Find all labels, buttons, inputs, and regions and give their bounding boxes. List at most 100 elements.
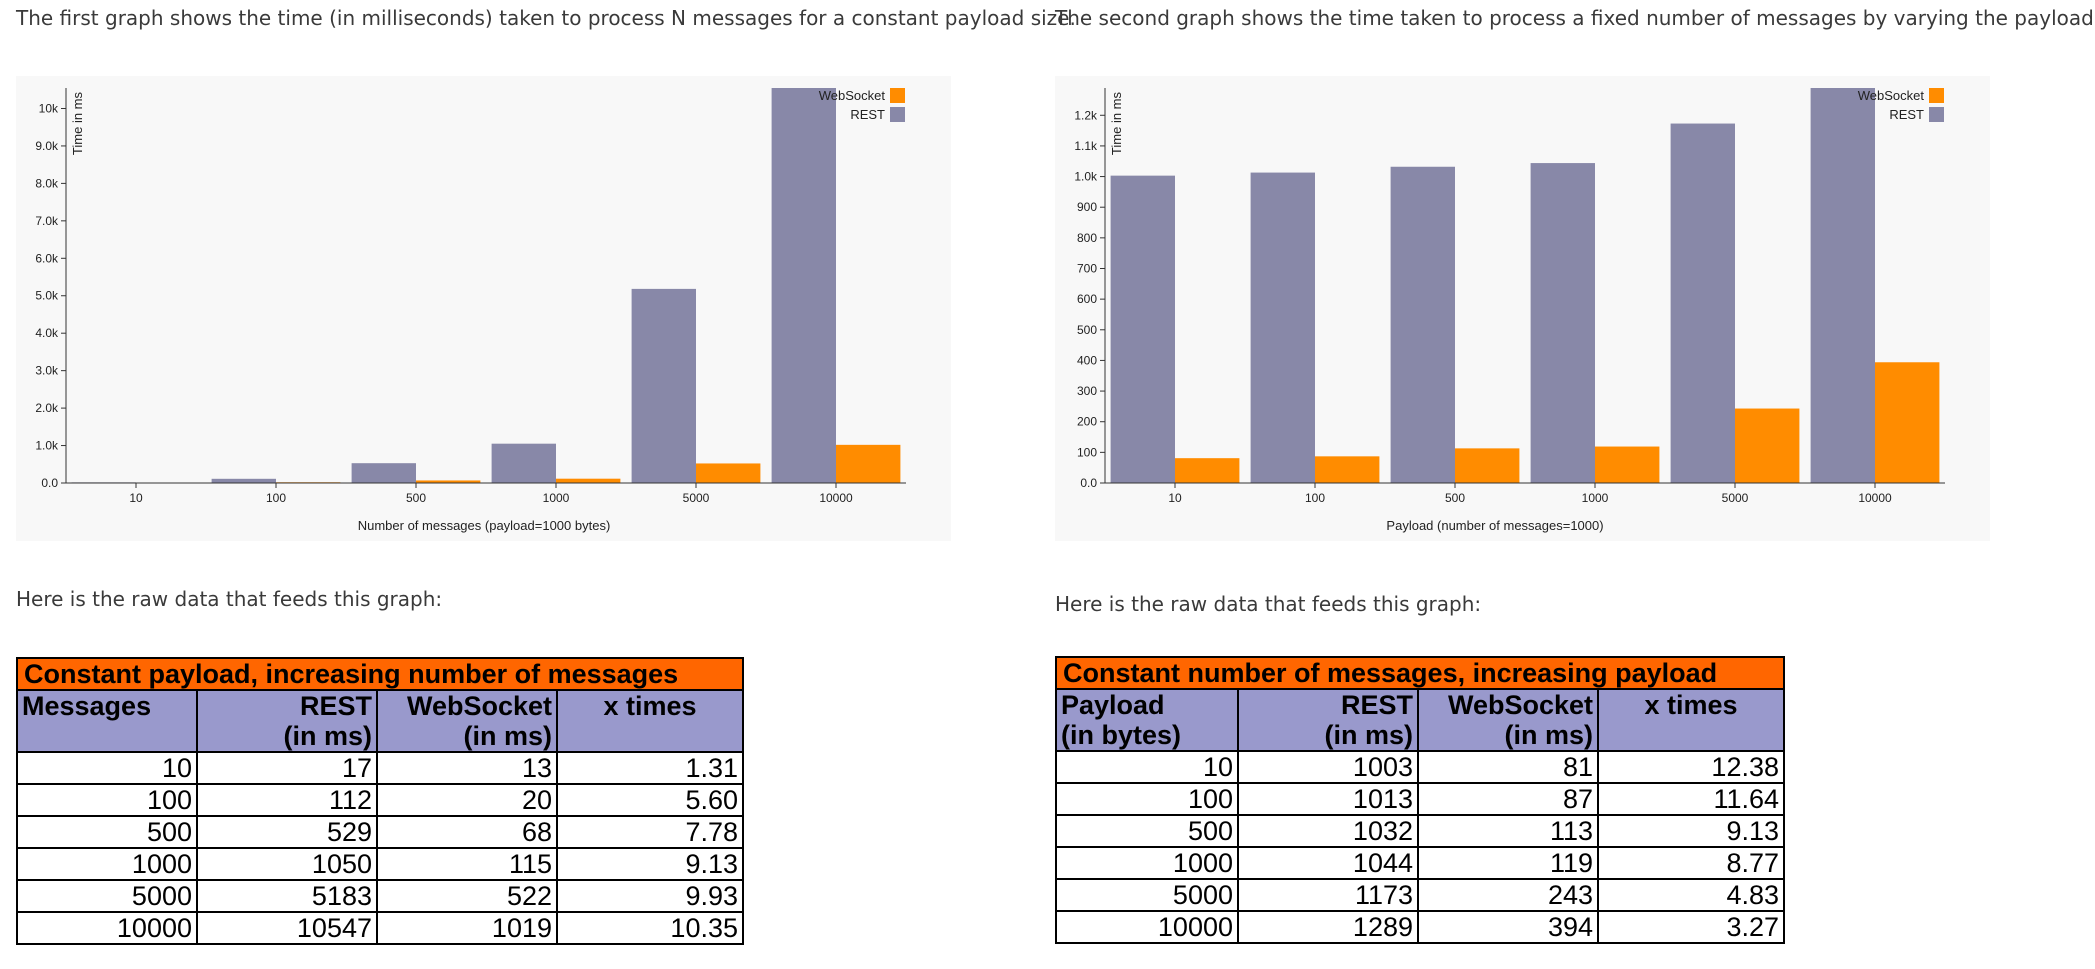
y-tick-label: 8.0k bbox=[35, 176, 59, 190]
rest-bar-5000 bbox=[631, 288, 696, 483]
x-tick-label: 10000 bbox=[819, 491, 853, 505]
cell-x-times: 5.60 bbox=[556, 783, 744, 817]
cell-rest: 1044 bbox=[1237, 846, 1419, 880]
cell-rest: 1003 bbox=[1237, 750, 1419, 784]
y-tick-label: 2.0k bbox=[35, 401, 59, 415]
y-tick-label: 900 bbox=[1077, 200, 1097, 214]
y-tick-label: 500 bbox=[1077, 323, 1097, 337]
table-row: 100 112 20 5.60 bbox=[16, 783, 744, 817]
rest-bar-1000 bbox=[1530, 163, 1595, 483]
cell-x-times: 3.27 bbox=[1597, 910, 1785, 944]
x-tick-label: 100 bbox=[266, 491, 286, 505]
rest-bar-10000 bbox=[771, 88, 836, 483]
legend-swatch-websocket bbox=[1929, 88, 1944, 103]
websocket-bar-1000 bbox=[556, 478, 621, 483]
cell-x-times: 9.13 bbox=[556, 847, 744, 881]
cell-messages: 5000 bbox=[16, 879, 198, 913]
table-caption: Constant payload, increasing number of m… bbox=[16, 657, 744, 691]
cell-websocket: 87 bbox=[1417, 782, 1599, 816]
x-axis-title: Payload (number of messages=1000) bbox=[1386, 518, 1603, 533]
table-row: 5000 5183 522 9.93 bbox=[16, 879, 744, 913]
cell-rest: 1289 bbox=[1237, 910, 1419, 944]
legend-swatch-rest bbox=[890, 107, 905, 122]
col-header-x-times: x times bbox=[556, 689, 744, 753]
rest-bar-100 bbox=[1250, 172, 1315, 483]
table-row: 1000 1044 119 8.77 bbox=[1055, 846, 1785, 880]
websocket-bar-1000 bbox=[1595, 446, 1660, 483]
y-tick-label: 700 bbox=[1077, 261, 1097, 275]
table-row: 10 1003 81 12.38 bbox=[1055, 750, 1785, 784]
y-tick-label: 3.0k bbox=[35, 364, 59, 378]
websocket-bar-500 bbox=[416, 480, 481, 483]
cell-rest: 1013 bbox=[1237, 782, 1419, 816]
y-tick-label: 9.0k bbox=[35, 139, 59, 153]
cell-x-times: 10.35 bbox=[556, 911, 744, 945]
col-header-x-times: x times bbox=[1597, 688, 1785, 752]
col-header-websocket: WebSocket (in ms) bbox=[376, 689, 558, 753]
cell-x-times: 7.78 bbox=[556, 815, 744, 849]
cell-x-times: 9.93 bbox=[556, 879, 744, 913]
y-axis-title: Time in ms bbox=[70, 92, 85, 156]
table-header-row: Payload (in bytes) REST (in ms) WebSocket(… bbox=[1055, 688, 1785, 752]
table-caption: Constant number of messages, increasing … bbox=[1055, 656, 1785, 690]
cell-websocket: 119 bbox=[1417, 846, 1599, 880]
left-chart: 10 100 500 1000 5000 10000 0.0 1.0k 2.0k 3.0k 4.0k… bbox=[16, 76, 951, 541]
y-tick-label: 5.0k bbox=[35, 289, 59, 303]
y-tick-label: 1.0k bbox=[35, 439, 59, 453]
cell-x-times: 12.38 bbox=[1597, 750, 1785, 784]
table-row: 100 1013 87 11.64 bbox=[1055, 782, 1785, 816]
table-row: 10000 1289 394 3.27 bbox=[1055, 910, 1785, 944]
y-tick-label: 300 bbox=[1077, 384, 1097, 398]
y-tick-label: 6.0k bbox=[35, 251, 59, 265]
table-row: 500 529 68 7.78 bbox=[16, 815, 744, 849]
cell-websocket: 81 bbox=[1417, 750, 1599, 784]
y-tick-label: 7.0k bbox=[35, 214, 59, 228]
cell-messages: 10000 bbox=[16, 911, 198, 945]
cell-websocket: 522 bbox=[376, 879, 558, 913]
legend-label-websocket: WebSocket bbox=[819, 88, 886, 103]
websocket-bar-100 bbox=[1315, 456, 1380, 483]
cell-websocket: 394 bbox=[1417, 910, 1599, 944]
right-intro-text: The second graph shows the time taken to… bbox=[1055, 6, 2095, 30]
y-tick-label: 1.1k bbox=[1074, 139, 1098, 153]
cell-rest: 1032 bbox=[1237, 814, 1419, 848]
x-tick-label: 5000 bbox=[683, 491, 710, 505]
cell-websocket: 68 bbox=[376, 815, 558, 849]
cell-rest: 529 bbox=[196, 815, 378, 849]
legend-label-rest: REST bbox=[1889, 107, 1924, 122]
col-header-payload: Payload (in bytes) bbox=[1055, 688, 1239, 752]
left-raw-data-label: Here is the raw data that feeds this gra… bbox=[16, 587, 443, 611]
left-intro-text: The first graph shows the time (in milli… bbox=[16, 6, 1076, 30]
right-raw-data-table: Constant number of messages, increasing … bbox=[1055, 656, 1785, 944]
cell-x-times: 11.64 bbox=[1597, 782, 1785, 816]
legend-label-websocket: WebSocket bbox=[1858, 88, 1925, 103]
rest-bar-10 bbox=[1110, 175, 1175, 483]
cell-x-times: 1.31 bbox=[556, 751, 744, 785]
cell-payload: 10 bbox=[1055, 750, 1239, 784]
rest-bar-500 bbox=[1390, 166, 1455, 483]
table-row: 10 17 13 1.31 bbox=[16, 751, 744, 785]
websocket-bar-10000 bbox=[836, 444, 901, 483]
x-tick-label: 1000 bbox=[543, 491, 570, 505]
cell-rest: 17 bbox=[196, 751, 378, 785]
y-tick-label: 0.0 bbox=[41, 476, 58, 490]
cell-websocket: 13 bbox=[376, 751, 558, 785]
cell-payload: 1000 bbox=[1055, 846, 1239, 880]
x-tick-label: 1000 bbox=[1582, 491, 1609, 505]
cell-x-times: 8.77 bbox=[1597, 846, 1785, 880]
cell-payload: 5000 bbox=[1055, 878, 1239, 912]
cell-websocket: 20 bbox=[376, 783, 558, 817]
rest-bar-1000 bbox=[491, 443, 556, 483]
rest-bar-500 bbox=[351, 463, 416, 483]
x-tick-label: 10 bbox=[129, 491, 143, 505]
y-tick-label: 10k bbox=[39, 101, 59, 115]
cell-rest: 1173 bbox=[1237, 878, 1419, 912]
cell-payload: 500 bbox=[1055, 814, 1239, 848]
websocket-bar-10000 bbox=[1875, 362, 1940, 483]
cell-websocket: 115 bbox=[376, 847, 558, 881]
websocket-bar-500 bbox=[1455, 448, 1520, 483]
right-raw-data-label: Here is the raw data that feeds this gra… bbox=[1055, 592, 1482, 616]
cell-rest: 1050 bbox=[196, 847, 378, 881]
x-tick-label: 5000 bbox=[1722, 491, 1749, 505]
x-tick-label: 10000 bbox=[1858, 491, 1892, 505]
